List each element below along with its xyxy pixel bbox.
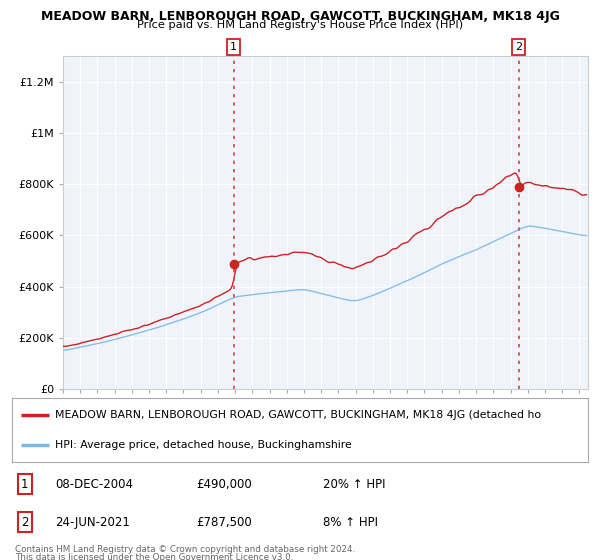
Text: 20% ↑ HPI: 20% ↑ HPI [323, 478, 386, 491]
Text: £490,000: £490,000 [196, 478, 252, 491]
Text: 1: 1 [21, 478, 28, 491]
Text: MEADOW BARN, LENBOROUGH ROAD, GAWCOTT, BUCKINGHAM, MK18 4JG (detached ho: MEADOW BARN, LENBOROUGH ROAD, GAWCOTT, B… [55, 410, 541, 420]
Text: This data is licensed under the Open Government Licence v3.0.: This data is licensed under the Open Gov… [15, 553, 293, 560]
Text: HPI: Average price, detached house, Buckinghamshire: HPI: Average price, detached house, Buck… [55, 440, 352, 450]
Text: £787,500: £787,500 [196, 516, 252, 529]
Text: 2: 2 [21, 516, 28, 529]
Text: 08-DEC-2004: 08-DEC-2004 [55, 478, 133, 491]
Text: MEADOW BARN, LENBOROUGH ROAD, GAWCOTT, BUCKINGHAM, MK18 4JG: MEADOW BARN, LENBOROUGH ROAD, GAWCOTT, B… [41, 10, 559, 23]
Text: Contains HM Land Registry data © Crown copyright and database right 2024.: Contains HM Land Registry data © Crown c… [15, 545, 355, 554]
Text: Price paid vs. HM Land Registry's House Price Index (HPI): Price paid vs. HM Land Registry's House … [137, 20, 463, 30]
Text: 1: 1 [230, 42, 237, 52]
Text: 8% ↑ HPI: 8% ↑ HPI [323, 516, 378, 529]
Text: 24-JUN-2021: 24-JUN-2021 [55, 516, 130, 529]
Text: 2: 2 [515, 42, 523, 52]
